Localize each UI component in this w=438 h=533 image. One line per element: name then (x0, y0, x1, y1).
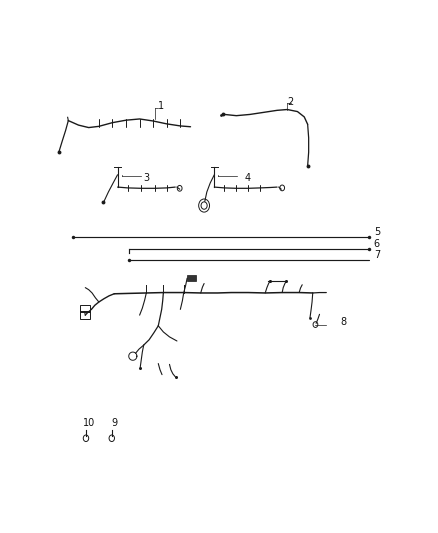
Text: 2: 2 (287, 97, 293, 107)
Bar (80, 311, 90, 319)
Text: 8: 8 (340, 318, 346, 327)
Text: 3: 3 (143, 173, 149, 183)
Text: 10: 10 (83, 418, 95, 428)
Text: 4: 4 (245, 173, 251, 183)
Text: 1: 1 (158, 101, 164, 111)
Text: 6: 6 (374, 239, 380, 248)
Bar (187, 274, 196, 281)
Text: 9: 9 (112, 418, 118, 428)
Bar (80, 305, 90, 312)
Text: 7: 7 (374, 250, 380, 260)
Text: 5: 5 (374, 227, 380, 237)
